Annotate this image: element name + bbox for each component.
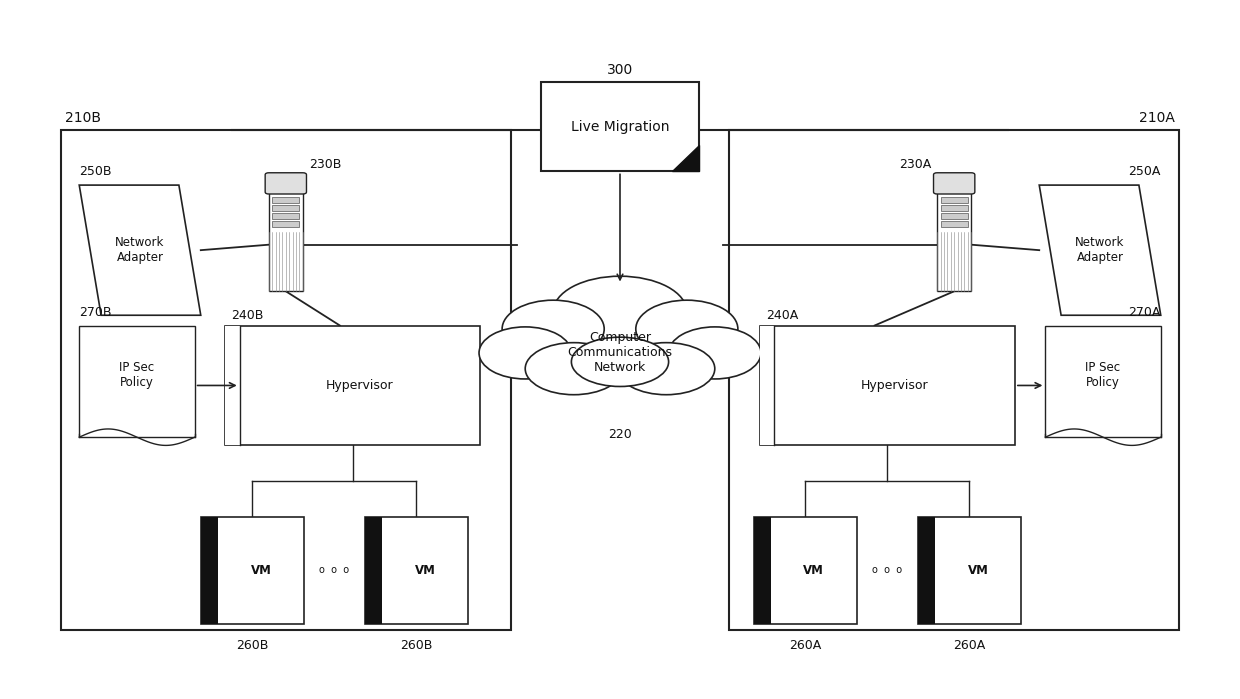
Text: Network
Adapter: Network Adapter [115,236,165,264]
Bar [365,517,467,624]
Bar [273,222,299,226]
Bar [941,197,967,203]
Bar [61,130,511,630]
Text: o  o  o: o o o [320,565,350,575]
Text: 240A: 240A [766,309,799,322]
Ellipse shape [668,327,761,379]
Text: 220: 220 [608,428,632,441]
Bar [760,326,774,445]
Bar [1045,326,1161,437]
Text: Hypervisor: Hypervisor [861,379,929,392]
Bar [224,326,239,445]
Bar [754,517,857,624]
Bar [365,517,382,624]
Polygon shape [672,145,699,171]
Text: 260A: 260A [954,639,986,651]
Bar [273,213,299,219]
Ellipse shape [636,300,738,358]
Text: IP Sec
Policy: IP Sec Policy [1085,361,1121,389]
Text: 230B: 230B [309,159,341,171]
Bar [224,326,480,445]
Text: IP Sec
Policy: IP Sec Policy [119,361,155,389]
Text: 270A: 270A [1128,305,1161,319]
Text: 260A: 260A [789,639,821,651]
Bar [541,82,699,171]
Ellipse shape [502,300,604,358]
Text: VM: VM [967,564,988,577]
Text: 250B: 250B [79,165,112,178]
Text: Hypervisor: Hypervisor [326,379,394,392]
Polygon shape [1039,185,1161,315]
Text: 210B: 210B [64,111,100,125]
Text: Computer
Communications
Network: Computer Communications Network [568,331,672,375]
Bar [937,192,971,291]
Ellipse shape [572,337,668,387]
Text: 210A: 210A [1140,111,1176,125]
Bar [754,517,771,624]
Text: VM: VM [250,564,272,577]
Text: 230A: 230A [899,159,931,171]
Text: Network
Adapter: Network Adapter [1075,236,1125,264]
Text: 260B: 260B [401,639,433,651]
Bar [918,517,935,624]
Text: 260B: 260B [236,639,269,651]
Bar [941,222,967,226]
Bar [918,517,1021,624]
Bar [269,192,303,291]
Bar [201,517,218,624]
Bar [201,517,304,624]
FancyBboxPatch shape [934,173,975,194]
Text: Live Migration: Live Migration [570,120,670,134]
Bar [941,206,967,211]
Text: VM: VM [804,564,825,577]
Bar [760,326,1014,445]
FancyBboxPatch shape [265,173,306,194]
Text: 240B: 240B [231,309,264,322]
Ellipse shape [618,343,714,395]
Text: 270B: 270B [79,305,112,319]
Text: 300: 300 [606,63,634,77]
Text: o  o  o: o o o [872,565,903,575]
Ellipse shape [479,327,572,379]
Text: 250A: 250A [1128,165,1161,178]
Ellipse shape [526,343,622,395]
Text: VM: VM [414,564,435,577]
Bar [273,206,299,211]
Polygon shape [79,185,201,315]
Bar [79,326,195,437]
Bar [941,213,967,219]
Bar [729,130,1179,630]
Ellipse shape [553,276,687,347]
Bar [273,197,299,203]
